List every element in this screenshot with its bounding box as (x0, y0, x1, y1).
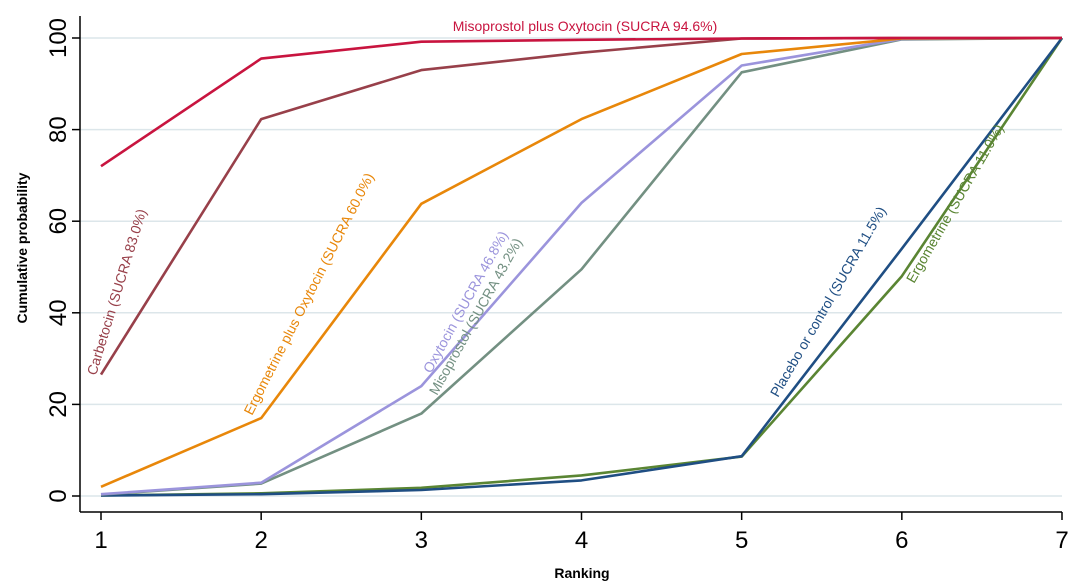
y-tick-label: 0 (45, 489, 72, 502)
series-label-placebo-or-control: Placebo or control (SUCRA 11.5%) (767, 204, 889, 400)
x-tick-label: 1 (94, 527, 107, 554)
x-axis-ticks: 1 2 3 4 5 6 7 (94, 512, 1069, 554)
x-axis-title: Ranking (554, 565, 609, 581)
y-tick-label: 20 (45, 391, 72, 418)
series-labels: Misoprostol plus Oxytocin (SUCRA 94.6%)C… (84, 18, 1007, 417)
x-tick-label: 2 (254, 527, 267, 554)
series-label-ergometrine: Ergometrine (SUCRA 11.0%) (903, 121, 1007, 285)
y-axis-ticks: 0 20 40 60 80 100 (45, 18, 80, 503)
series-line-placebo-or-control (100, 37, 1064, 497)
y-tick-label: 60 (45, 208, 72, 235)
gridlines (80, 37, 1062, 497)
series-label-misoprostol-plus-oxytocin: Misoprostol plus Oxytocin (SUCRA 94.6%) (453, 18, 718, 34)
series-line-misoprostol-plus-oxytocin (100, 36, 1062, 168)
y-axis-title: Cumulative probability (14, 172, 30, 323)
series-label-oxytocin: Oxytocin (SUCRA 46.8%) (420, 228, 511, 375)
series-lines (99, 36, 1064, 497)
y-tick-label: 40 (45, 299, 72, 326)
x-tick-label: 3 (415, 527, 428, 554)
x-tick-label: 6 (895, 527, 908, 554)
series-line-carbetocin (99, 36, 1062, 376)
x-tick-label: 7 (1055, 527, 1068, 554)
x-tick-label: 4 (575, 527, 588, 554)
y-tick-label: 80 (45, 116, 72, 143)
y-tick-label: 100 (45, 18, 72, 58)
x-tick-label: 5 (735, 527, 748, 554)
series-label-ergometrine-plus-oxytocin: Ergometrine plus Oxytocin (SUCRA 60.0%) (240, 170, 376, 417)
series-label-misoprostol: Misoprostol (SUCRA 43.2%) (426, 235, 526, 397)
